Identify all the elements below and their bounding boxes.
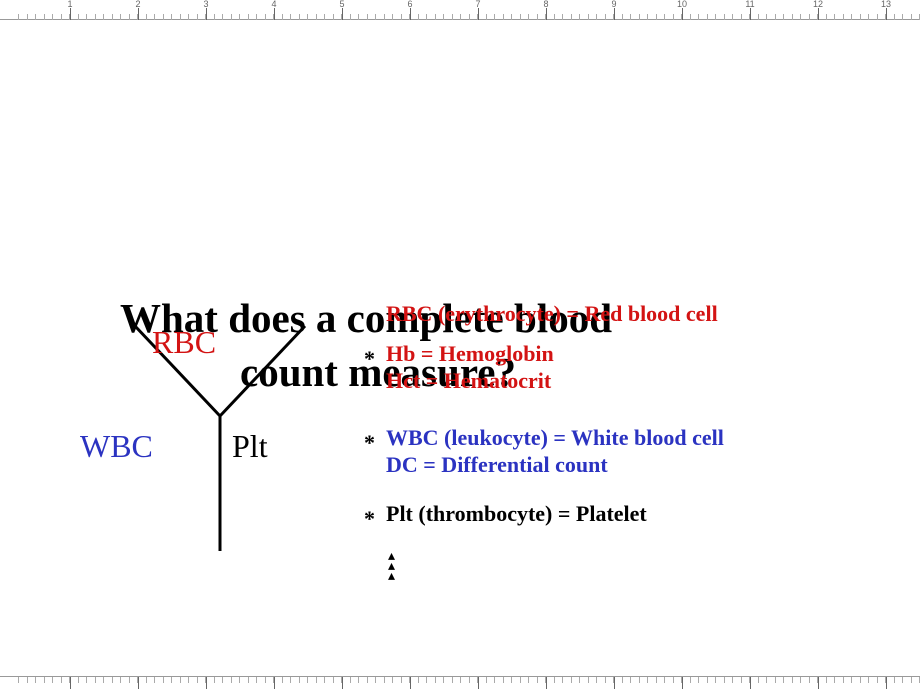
bullet-icon: * — [364, 346, 375, 372]
ruler-label: 11 — [745, 0, 754, 9]
ruler-label: 3 — [203, 0, 208, 9]
ruler-top: 12345678910111213 — [0, 0, 920, 20]
bullet-icon: * — [364, 430, 375, 456]
ruler-label: 8 — [543, 0, 548, 9]
ruler-label: 4 — [271, 0, 276, 9]
def-plt-line1: Plt (thrombocyte) = Platelet — [386, 500, 647, 528]
ruler-label: 5 — [339, 0, 344, 9]
def-wbc-line2: DC = Differential count — [386, 451, 608, 479]
ruler-label: 12 — [813, 0, 823, 9]
ruler-bottom — [0, 676, 920, 690]
ruler-label: 13 — [881, 0, 891, 9]
ruler-label: 1 — [67, 0, 72, 9]
ruler-label: 2 — [135, 0, 140, 9]
ruler-label: 7 — [475, 0, 480, 9]
def-wbc-line1: WBC (leukocyte) = White blood cell — [386, 424, 724, 452]
y-label-wbc: WBC — [80, 428, 153, 465]
def-rbc-line3: Hct = Hematocrit — [386, 367, 551, 395]
ruler-label: 9 — [611, 0, 616, 9]
bullet-icon: * — [364, 506, 375, 532]
def-rbc-line2: Hb = Hemoglobin — [386, 340, 554, 368]
y-label-plt: Plt — [232, 428, 268, 465]
def-rbc-line1: RBC (erythrocyte) = Red blood cell — [386, 300, 718, 328]
ruler-label: 6 — [407, 0, 412, 9]
ruler-label: 10 — [677, 0, 687, 9]
arrows-icon: ▴ ▴ ▴ — [388, 552, 395, 581]
y-label-rbc: RBC — [152, 324, 216, 361]
